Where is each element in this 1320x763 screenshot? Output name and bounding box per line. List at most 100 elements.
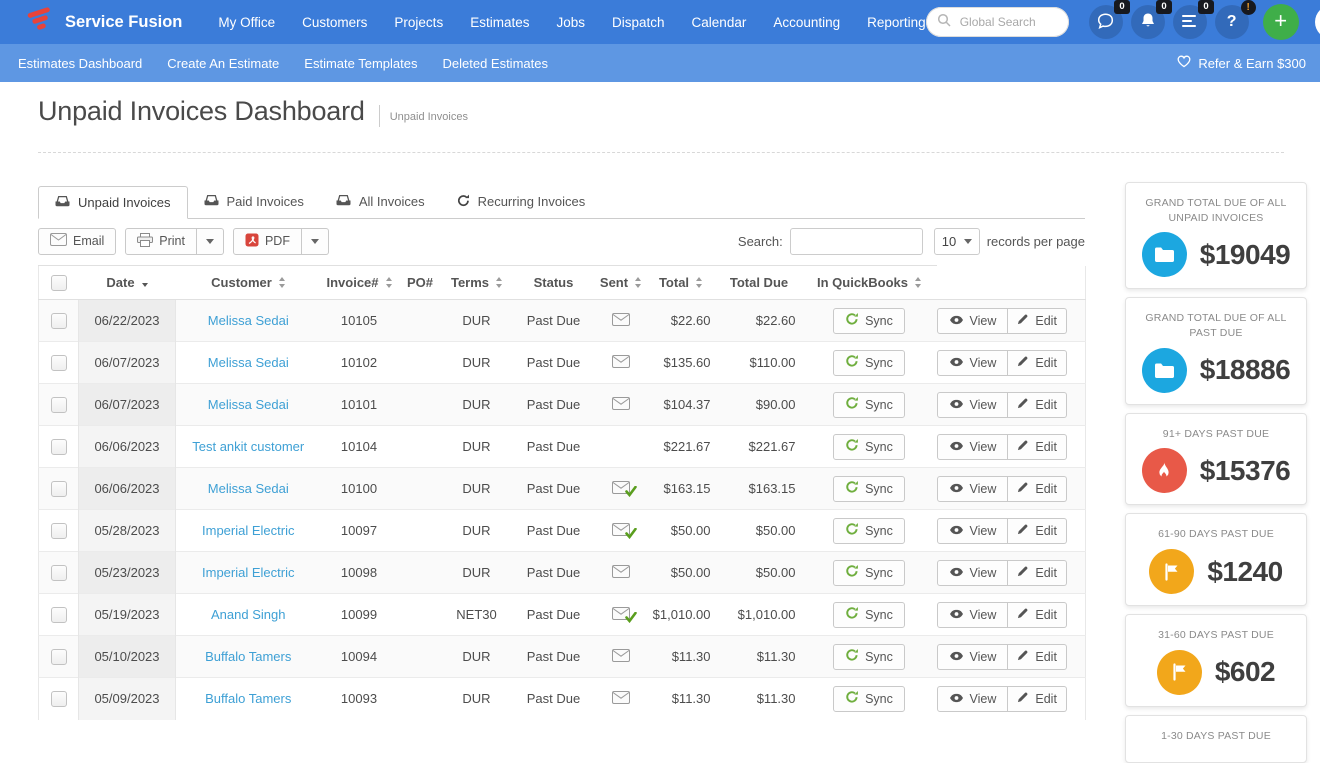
global-search[interactable] (926, 7, 1069, 37)
brand[interactable]: Service Fusion (26, 6, 182, 38)
select-all-checkbox[interactable] (51, 275, 67, 291)
row-checkbox[interactable] (51, 523, 67, 539)
page-size-select[interactable]: 10 (934, 228, 980, 255)
tasks-menu-button[interactable]: 0 (1173, 5, 1207, 39)
customer-link[interactable]: Imperial Electric (202, 565, 294, 580)
email-button[interactable]: Email (38, 228, 116, 255)
tab-unpaid-invoices[interactable]: Unpaid Invoices (38, 186, 188, 219)
refer-and-earn-link[interactable]: Refer & Earn $300 (1177, 55, 1306, 71)
view-button[interactable]: View (937, 308, 1009, 334)
topnav-item-projects[interactable]: Projects (394, 15, 443, 30)
row-checkbox[interactable] (51, 649, 67, 665)
view-button[interactable]: View (937, 560, 1009, 586)
topnav-item-jobs[interactable]: Jobs (556, 15, 585, 30)
subnav-item-estimates-dashboard[interactable]: Estimates Dashboard (18, 56, 142, 71)
customer-link[interactable]: Melissa Sedai (208, 313, 289, 328)
table-row: 06/06/2023 Test ankit customer 10104 DUR… (39, 426, 1086, 468)
print-button[interactable]: Print (125, 228, 197, 255)
pdf-dropdown-button[interactable] (302, 228, 329, 255)
topnav-item-calendar[interactable]: Calendar (692, 15, 747, 30)
view-button[interactable]: View (937, 602, 1009, 628)
column-header-total[interactable]: Total (645, 266, 717, 300)
chat-button[interactable]: 0 (1089, 5, 1123, 39)
view-button[interactable]: View (937, 644, 1009, 670)
tab-recurring-invoices[interactable]: Recurring Invoices (441, 185, 602, 218)
sync-button[interactable]: Sync (833, 392, 905, 418)
subnav-item-deleted-estimates[interactable]: Deleted Estimates (442, 56, 548, 71)
row-checkbox[interactable] (51, 691, 67, 707)
column-header-sent[interactable]: Sent (597, 266, 645, 300)
view-button[interactable]: View (937, 392, 1009, 418)
sync-button[interactable]: Sync (833, 308, 905, 334)
customer-link[interactable]: Buffalo Tamers (205, 691, 291, 706)
customer-link[interactable]: Imperial Electric (202, 523, 294, 538)
customer-link[interactable]: Anand Singh (211, 607, 285, 622)
table-search-input[interactable] (790, 228, 923, 255)
subnav-item-create-an-estimate[interactable]: Create An Estimate (167, 56, 279, 71)
subnav-item-estimate-templates[interactable]: Estimate Templates (304, 56, 417, 71)
row-checkbox[interactable] (51, 313, 67, 329)
customer-link[interactable]: Test ankit customer (192, 439, 304, 454)
sync-button[interactable]: Sync (833, 476, 905, 502)
column-header-terms[interactable]: Terms (443, 266, 511, 300)
add-new-button[interactable]: + (1263, 4, 1299, 40)
column-header-date[interactable]: Date (79, 266, 176, 300)
sync-button[interactable]: Sync (833, 602, 905, 628)
row-checkbox[interactable] (51, 565, 67, 581)
help-button[interactable]: ? ! (1215, 5, 1249, 39)
row-select-cell (39, 510, 79, 552)
row-checkbox[interactable] (51, 481, 67, 497)
edit-button[interactable]: Edit (1008, 434, 1067, 460)
notifications-button[interactable]: 0 (1131, 5, 1165, 39)
column-header-invoice[interactable]: Invoice# (321, 266, 398, 300)
view-button[interactable]: View (937, 476, 1009, 502)
topnav-item-customers[interactable]: Customers (302, 15, 367, 30)
caret-down-icon (206, 239, 214, 244)
customer-link[interactable]: Buffalo Tamers (205, 649, 291, 664)
customer-link[interactable]: Melissa Sedai (208, 355, 289, 370)
invoice-date-cell: 05/23/2023 (79, 552, 176, 594)
topnav-item-estimates[interactable]: Estimates (470, 15, 529, 30)
row-checkbox[interactable] (51, 397, 67, 413)
sync-button[interactable]: Sync (833, 434, 905, 460)
view-button[interactable]: View (937, 686, 1009, 712)
column-header-in-quickbooks[interactable]: In QuickBooks (802, 266, 937, 300)
sync-icon (845, 606, 859, 623)
row-checkbox[interactable] (51, 607, 67, 623)
row-checkbox[interactable] (51, 439, 67, 455)
edit-button[interactable]: Edit (1008, 350, 1067, 376)
edit-button[interactable]: Edit (1008, 518, 1067, 544)
pdf-button[interactable]: PDF (233, 228, 302, 255)
user-avatar[interactable] (1315, 5, 1320, 39)
breadcrumb-divider (379, 105, 380, 127)
edit-button[interactable]: Edit (1008, 560, 1067, 586)
view-button[interactable]: View (937, 350, 1009, 376)
sync-button[interactable]: Sync (833, 518, 905, 544)
edit-button[interactable]: Edit (1008, 392, 1067, 418)
view-button[interactable]: View (937, 518, 1009, 544)
sync-button[interactable]: Sync (833, 560, 905, 586)
edit-button[interactable]: Edit (1008, 308, 1067, 334)
edit-button[interactable]: Edit (1008, 686, 1067, 712)
global-search-input[interactable] (958, 14, 1058, 30)
total-cell: $163.15 (645, 468, 717, 510)
sync-button[interactable]: Sync (833, 350, 905, 376)
print-dropdown-button[interactable] (197, 228, 224, 255)
terms-value: DUR (462, 439, 490, 454)
customer-link[interactable]: Melissa Sedai (208, 397, 289, 412)
edit-button[interactable]: Edit (1008, 476, 1067, 502)
edit-button[interactable]: Edit (1008, 602, 1067, 628)
view-button[interactable]: View (937, 434, 1009, 460)
customer-link[interactable]: Melissa Sedai (208, 481, 289, 496)
topnav-item-dispatch[interactable]: Dispatch (612, 15, 665, 30)
topnav-item-my-office[interactable]: My Office (218, 15, 275, 30)
sync-button[interactable]: Sync (833, 644, 905, 670)
topnav-item-accounting[interactable]: Accounting (773, 15, 840, 30)
tab-all-invoices[interactable]: All Invoices (320, 185, 441, 218)
column-header-customer[interactable]: Customer (176, 266, 321, 300)
topnav-item-reporting[interactable]: Reporting (867, 15, 926, 30)
edit-button[interactable]: Edit (1008, 644, 1067, 670)
row-checkbox[interactable] (51, 355, 67, 371)
tab-paid-invoices[interactable]: Paid Invoices (188, 185, 320, 218)
sync-button[interactable]: Sync (833, 686, 905, 712)
